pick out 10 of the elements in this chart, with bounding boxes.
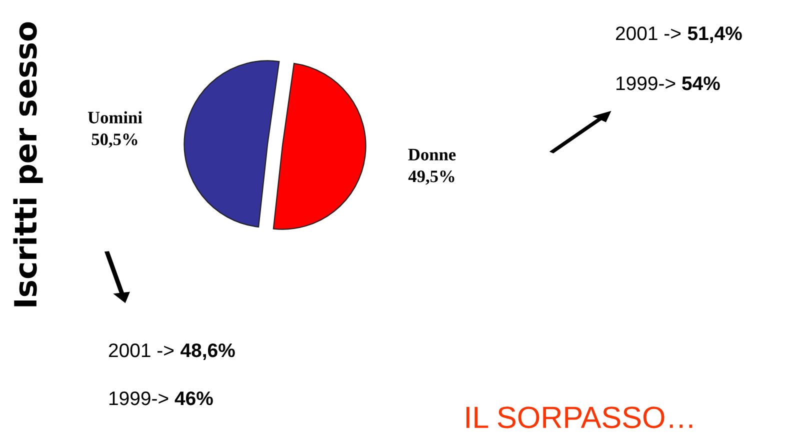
text: 2001 -> 48,6% — [108, 343, 235, 360]
text: 2001 -> 51,4% — [616, 26, 742, 44]
text: Iscritti per sesso — [13, 22, 43, 306]
text: IL SORPASSO… — [466, 406, 692, 428]
data-label: 50,5% — [92, 134, 138, 148]
text: 1999-> 54% — [616, 76, 720, 90]
slice-label: Uomini — [88, 111, 142, 124]
slice-label: Donne — [408, 148, 456, 160]
data-label: 49,5% — [408, 170, 454, 185]
text: 1999-> 46% — [109, 391, 213, 406]
